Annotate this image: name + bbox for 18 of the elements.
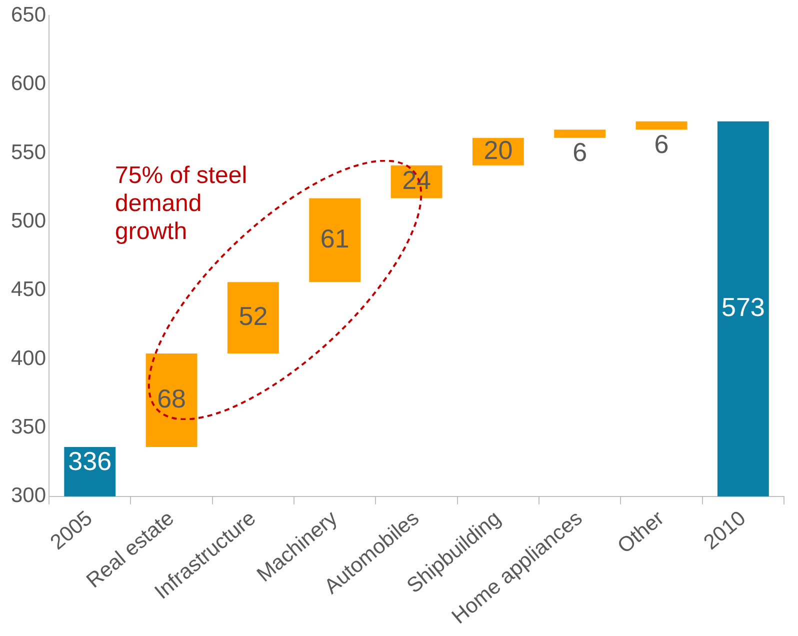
annotation: 75% of steel demand growth [115, 162, 248, 246]
data-label: 6 [572, 137, 588, 168]
data-label: 68 [157, 383, 186, 414]
data-label: 20 [484, 134, 513, 165]
data-label: 24 [402, 164, 431, 195]
y-tick-label: 300 [10, 484, 46, 508]
y-tick-label: 500 [10, 209, 46, 232]
data-label: 52 [238, 300, 268, 331]
data-label: 61 [320, 223, 350, 254]
y-tick-label: 450 [10, 278, 46, 302]
y-tick-label: 650 [10, 3, 46, 26]
y-tick-label: 550 [10, 140, 46, 164]
y-tick-label: 600 [10, 72, 46, 96]
y-tick-label: 350 [10, 416, 46, 439]
data-label: 336 [68, 446, 112, 476]
data-label: 573 [721, 292, 765, 322]
y-tick-label: 400 [10, 346, 46, 370]
data-label: 6 [654, 128, 669, 159]
